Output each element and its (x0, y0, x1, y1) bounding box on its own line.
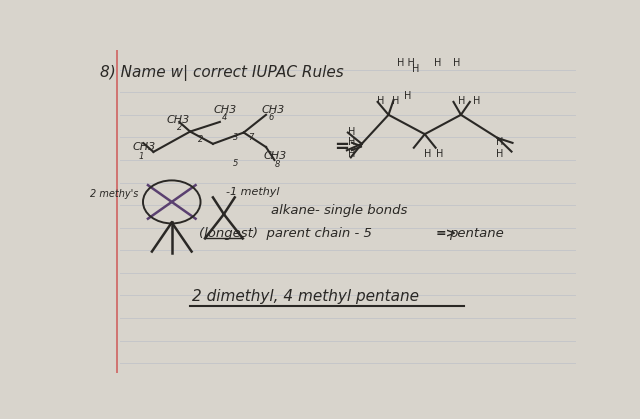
Text: H: H (453, 58, 460, 68)
Text: H: H (434, 58, 442, 68)
Text: 2 dimethyl, 4 methyl pentane: 2 dimethyl, 4 methyl pentane (191, 289, 419, 304)
Text: CH3: CH3 (132, 142, 156, 152)
Text: 6: 6 (269, 113, 274, 122)
Text: 2: 2 (198, 135, 204, 145)
Text: pentane: pentane (449, 227, 504, 240)
Text: CH3: CH3 (214, 105, 237, 115)
Text: CH3: CH3 (264, 151, 287, 161)
Text: 5: 5 (233, 159, 238, 168)
Text: CH3: CH3 (167, 115, 190, 124)
Text: H: H (348, 137, 355, 147)
Text: =>: => (334, 138, 364, 156)
Text: H: H (496, 137, 503, 147)
Text: H: H (348, 127, 355, 137)
Text: H H: H H (397, 58, 415, 68)
Text: H: H (412, 64, 420, 74)
Text: H: H (392, 96, 399, 106)
Text: 2: 2 (177, 123, 182, 132)
Text: H: H (473, 96, 481, 106)
Text: H: H (458, 96, 466, 106)
Text: -1 methyl: -1 methyl (227, 187, 280, 197)
Text: 1: 1 (138, 152, 144, 160)
Text: H: H (348, 148, 355, 158)
Text: 8) Name w| correct IUPAC Rules: 8) Name w| correct IUPAC Rules (100, 65, 344, 81)
Text: 4: 4 (221, 113, 227, 122)
Text: H: H (496, 148, 503, 158)
Text: 3: 3 (233, 133, 238, 142)
Text: 8: 8 (275, 160, 280, 169)
Text: 7: 7 (249, 133, 254, 142)
Text: (longest)  parent chain - 5: (longest) parent chain - 5 (199, 227, 372, 240)
Text: alkane- single bonds: alkane- single bonds (271, 204, 407, 217)
Text: CH3: CH3 (261, 105, 284, 115)
Text: H: H (377, 96, 384, 106)
Text: H: H (424, 148, 431, 158)
Text: 2 methy's: 2 methy's (90, 189, 138, 199)
Text: =>: => (435, 227, 456, 240)
Text: H: H (404, 91, 411, 101)
Text: H: H (436, 148, 444, 158)
